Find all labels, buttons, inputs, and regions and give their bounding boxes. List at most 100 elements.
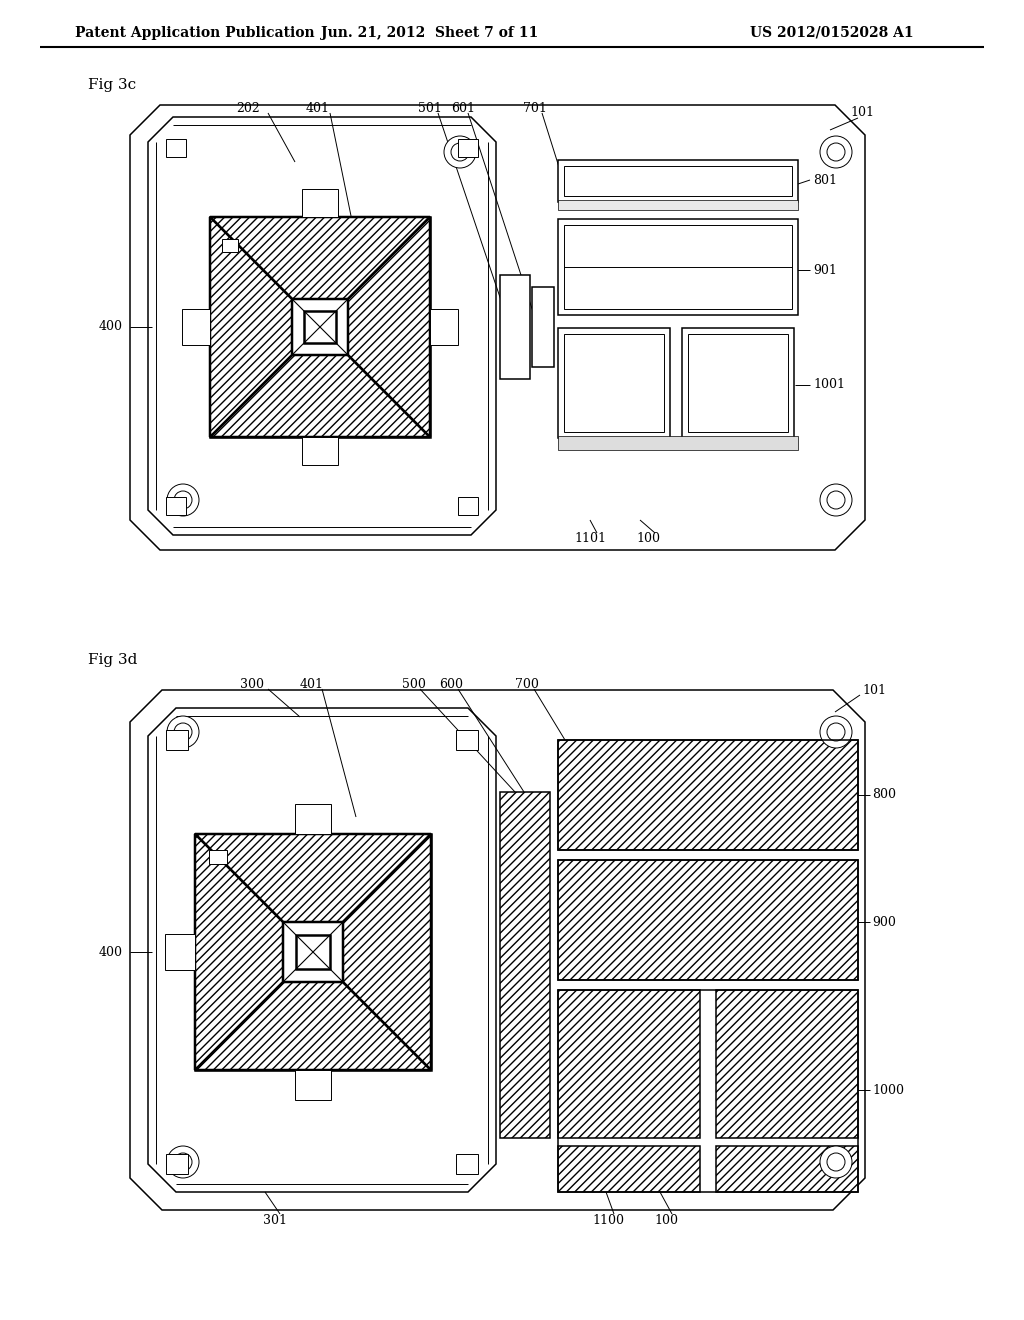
Bar — [210, 216, 430, 437]
Text: 601: 601 — [451, 102, 475, 115]
Bar — [558, 861, 858, 979]
Text: Fig 3d: Fig 3d — [88, 653, 137, 667]
Circle shape — [174, 723, 193, 741]
Text: 400: 400 — [99, 321, 123, 334]
Bar — [458, 498, 478, 515]
Bar — [456, 1154, 478, 1173]
Text: 400: 400 — [99, 945, 123, 958]
Bar — [500, 792, 550, 1138]
Bar — [165, 935, 195, 970]
Circle shape — [167, 1146, 199, 1177]
Bar — [558, 741, 858, 850]
Polygon shape — [210, 216, 292, 437]
Circle shape — [444, 136, 476, 168]
Polygon shape — [348, 216, 430, 437]
Bar — [222, 239, 238, 252]
Text: 701: 701 — [523, 102, 547, 115]
Polygon shape — [130, 690, 865, 1210]
Bar — [166, 730, 188, 750]
Text: 1101: 1101 — [574, 532, 606, 544]
Circle shape — [167, 715, 199, 748]
Text: 100: 100 — [654, 1213, 678, 1226]
Bar — [558, 1146, 700, 1192]
Bar — [558, 741, 858, 850]
Text: 101: 101 — [862, 684, 886, 697]
Polygon shape — [210, 355, 430, 437]
Circle shape — [174, 491, 193, 510]
Circle shape — [451, 143, 469, 161]
Polygon shape — [210, 216, 430, 300]
Polygon shape — [148, 117, 496, 535]
Circle shape — [820, 715, 852, 748]
Bar — [558, 861, 858, 979]
Bar — [500, 275, 530, 379]
Text: 501: 501 — [418, 102, 442, 115]
Circle shape — [827, 1152, 845, 1171]
Bar — [558, 201, 798, 210]
Bar — [302, 189, 338, 216]
Bar — [532, 286, 554, 367]
Text: 202: 202 — [237, 102, 260, 115]
Text: 800: 800 — [872, 788, 896, 801]
Bar — [558, 160, 798, 202]
Polygon shape — [343, 834, 431, 1071]
Bar — [166, 139, 186, 157]
Bar — [716, 1146, 858, 1192]
Bar — [458, 139, 478, 157]
Text: 901: 901 — [813, 264, 837, 276]
Text: 600: 600 — [439, 677, 463, 690]
Circle shape — [820, 1146, 852, 1177]
Bar — [295, 1071, 331, 1100]
Bar — [166, 498, 186, 515]
Text: 801: 801 — [813, 173, 837, 186]
Circle shape — [827, 491, 845, 510]
Polygon shape — [148, 708, 496, 1192]
Text: 700: 700 — [515, 677, 539, 690]
Bar — [564, 224, 792, 309]
Bar — [295, 804, 331, 834]
Bar — [558, 990, 858, 1192]
Circle shape — [820, 484, 852, 516]
Bar — [456, 730, 478, 750]
Text: 500: 500 — [402, 677, 426, 690]
Bar — [195, 834, 431, 1071]
Text: 1100: 1100 — [592, 1213, 624, 1226]
Bar — [166, 1154, 188, 1173]
Bar — [558, 327, 670, 438]
Text: 300: 300 — [240, 677, 264, 690]
Bar — [304, 312, 336, 343]
Bar — [564, 166, 792, 195]
Text: 100: 100 — [636, 532, 660, 544]
Text: Jun. 21, 2012  Sheet 7 of 11: Jun. 21, 2012 Sheet 7 of 11 — [322, 26, 539, 40]
Text: 301: 301 — [263, 1213, 287, 1226]
Bar — [430, 309, 458, 345]
Circle shape — [167, 484, 199, 516]
Bar — [296, 935, 330, 969]
Text: 1000: 1000 — [872, 1084, 904, 1097]
Bar — [716, 990, 858, 1138]
Bar — [564, 334, 664, 432]
Polygon shape — [195, 834, 283, 1071]
Bar — [558, 219, 798, 315]
Circle shape — [174, 1152, 193, 1171]
Bar — [558, 990, 700, 1138]
Circle shape — [820, 136, 852, 168]
Text: US 2012/0152028 A1: US 2012/0152028 A1 — [750, 26, 913, 40]
Polygon shape — [195, 834, 431, 921]
Text: 900: 900 — [872, 916, 896, 928]
Bar — [688, 334, 788, 432]
Bar — [209, 850, 227, 865]
Bar — [558, 436, 798, 450]
Circle shape — [827, 723, 845, 741]
Text: Fig 3c: Fig 3c — [88, 78, 136, 92]
Bar — [302, 437, 338, 465]
Polygon shape — [195, 982, 431, 1071]
Text: 401: 401 — [300, 677, 324, 690]
Bar — [682, 327, 794, 438]
Circle shape — [827, 143, 845, 161]
Text: 1001: 1001 — [813, 379, 845, 392]
Text: 401: 401 — [306, 102, 330, 115]
Text: Patent Application Publication: Patent Application Publication — [75, 26, 314, 40]
Text: 101: 101 — [850, 107, 874, 120]
Polygon shape — [130, 106, 865, 550]
